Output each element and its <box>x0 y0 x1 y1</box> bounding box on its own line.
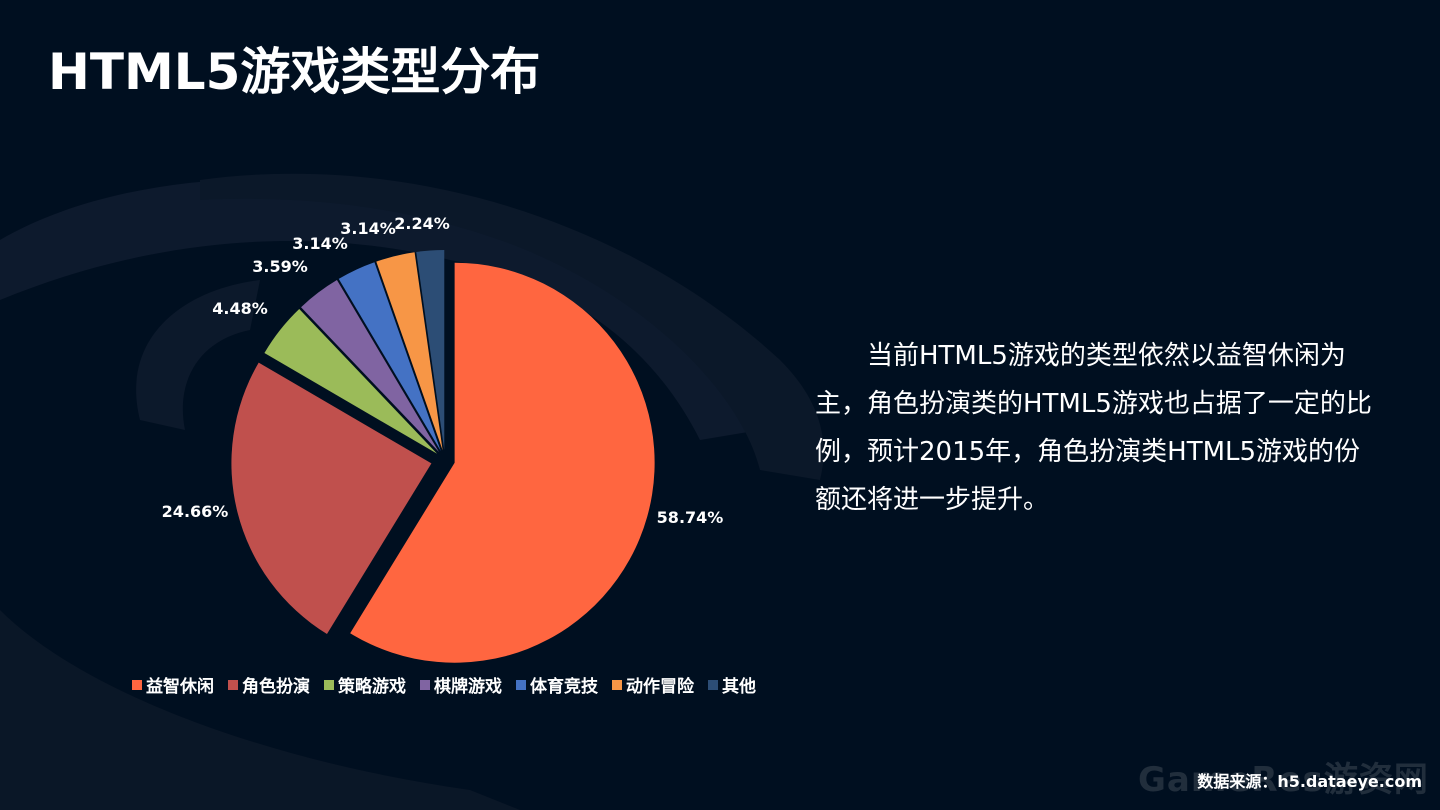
legend-item-7: 其他 <box>708 672 756 697</box>
legend-swatch <box>420 679 430 690</box>
legend-swatch <box>132 679 142 690</box>
legend-label: 其他 <box>722 677 756 697</box>
legend-item-6: 动作冒险 <box>612 672 694 697</box>
legend-swatch <box>324 679 334 690</box>
pie-data-label-1: 58.74% <box>657 508 724 527</box>
legend-swatch <box>228 679 238 690</box>
description-text: 当前HTML5游戏的类型依然以益智休闲为主，角色扮演类的HTML5游戏也占据了一… <box>815 341 1372 515</box>
pie-data-label-3: 4.48% <box>212 299 268 318</box>
legend-item-5: 体育竞技 <box>516 672 598 697</box>
legend-item-2: 角色扮演 <box>228 672 310 697</box>
pie-slice-3 <box>264 308 438 454</box>
legend-swatch <box>516 679 526 690</box>
legend-label: 体育竞技 <box>530 677 598 697</box>
legend-label: 棋牌游戏 <box>434 677 502 697</box>
legend-item-4: 棋牌游戏 <box>420 672 502 697</box>
pie-slice-6 <box>376 252 443 451</box>
pie-data-label-6: 3.14% <box>340 219 396 238</box>
page-title: HTML5游戏类型分布 <box>48 43 541 101</box>
pie-data-label-4: 3.59% <box>252 257 308 276</box>
legend-swatch <box>708 679 718 690</box>
pie-slices <box>231 250 655 663</box>
pie-data-label-2: 24.66% <box>162 502 229 521</box>
data-source: 数据来源：h5.dataeye.com <box>1197 772 1422 791</box>
chart-legend: 益智休闲 角色扮演 策略游戏 棋牌游戏 体育竞技 动作冒险 其他 <box>132 672 770 697</box>
legend-label: 动作冒险 <box>626 677 694 697</box>
pie-data-label-5: 3.14% <box>292 234 348 253</box>
pie-data-label-7: 2.24% <box>394 214 450 233</box>
pie-slice-4 <box>301 280 439 453</box>
pie-labels: 58.74%24.66%4.48%3.59%3.14%3.14%2.24% <box>162 214 724 527</box>
watermark: GameRes游资网 <box>1138 760 1429 800</box>
pie-slice-7 <box>416 250 445 451</box>
pie-slice-1 <box>350 262 655 663</box>
legend-item-3: 策略游戏 <box>324 672 406 697</box>
legend-label: 益智休闲 <box>146 677 214 697</box>
pie-slice-2 <box>231 362 432 634</box>
pie-slice-5 <box>338 262 441 451</box>
legend-item-1: 益智休闲 <box>132 672 214 697</box>
legend-swatch <box>612 679 622 690</box>
legend-label: 角色扮演 <box>242 677 310 697</box>
legend-label: 策略游戏 <box>338 677 406 697</box>
